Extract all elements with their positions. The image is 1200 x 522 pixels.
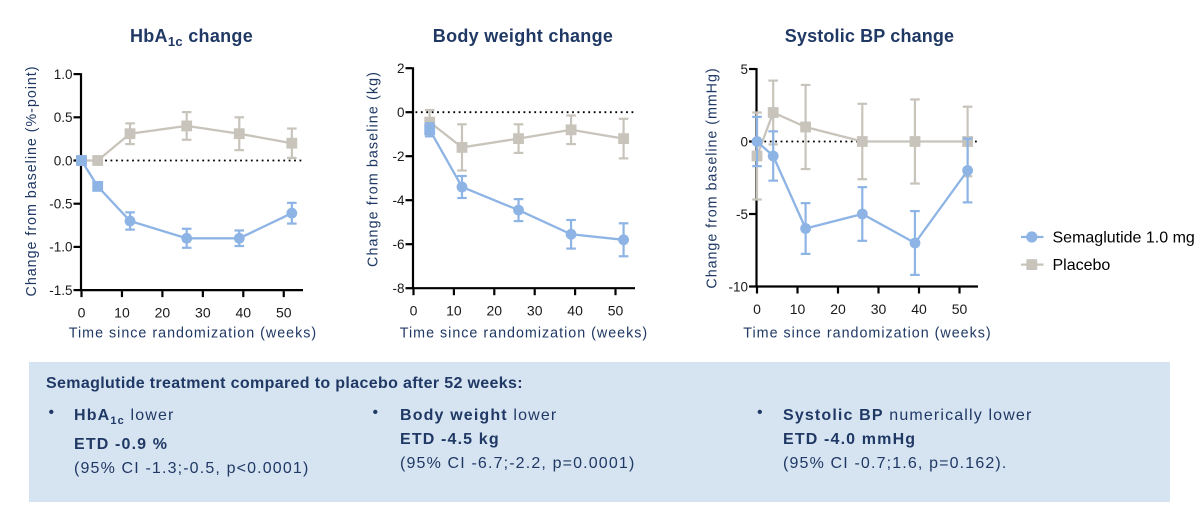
svg-text:50: 50 — [952, 301, 968, 317]
svg-text:10: 10 — [446, 303, 462, 319]
svg-text:50: 50 — [608, 303, 624, 319]
svg-text:20: 20 — [487, 303, 503, 319]
svg-text:0.5: 0.5 — [54, 110, 73, 125]
svg-text:0: 0 — [397, 105, 405, 120]
svg-text:20: 20 — [155, 305, 171, 321]
svg-text:-4: -4 — [392, 193, 404, 208]
svg-text:0: 0 — [740, 134, 748, 149]
svg-text:0: 0 — [410, 303, 418, 319]
svg-text:1.0: 1.0 — [54, 67, 73, 82]
svg-text:Body weight change: Body weight change — [433, 26, 613, 46]
svg-text:40: 40 — [911, 301, 927, 317]
svg-text:5: 5 — [740, 62, 748, 77]
svg-text:-6: -6 — [392, 237, 404, 252]
svg-text:Systolic BP change: Systolic BP change — [785, 26, 954, 46]
svg-text:Time since randomization (week: Time since randomization (weeks) — [69, 326, 317, 342]
svg-text:0.0: 0.0 — [54, 153, 73, 168]
svg-text:Change from baseline (kg): Change from baseline (kg) — [366, 71, 382, 267]
svg-text:10: 10 — [790, 301, 806, 317]
svg-text:-2: -2 — [392, 149, 404, 164]
svg-text:HbA1c change: HbA1c change — [130, 26, 253, 49]
svg-text:Placebo: Placebo — [1053, 257, 1111, 274]
svg-text:-8: -8 — [392, 281, 404, 296]
svg-text:-10: -10 — [728, 279, 748, 294]
svg-text:Change from baseline (%-point): Change from baseline (%-point) — [24, 66, 40, 297]
svg-text:Time since randomization (week: Time since randomization (weeks) — [743, 326, 991, 342]
svg-text:0: 0 — [78, 305, 86, 321]
svg-text:40: 40 — [567, 303, 583, 319]
svg-text:50: 50 — [276, 305, 292, 321]
svg-text:30: 30 — [871, 301, 887, 317]
svg-text:Semaglutide 1.0 mg: Semaglutide 1.0 mg — [1053, 230, 1195, 247]
svg-text:40: 40 — [236, 305, 252, 321]
svg-text:0: 0 — [753, 301, 761, 317]
svg-text:-5: -5 — [736, 207, 748, 222]
svg-text:-1.0: -1.0 — [49, 240, 72, 255]
svg-text:30: 30 — [195, 305, 211, 321]
svg-text:-0.5: -0.5 — [49, 197, 72, 212]
svg-text:2: 2 — [397, 61, 405, 76]
svg-text:Change from baseline (mmHg): Change from baseline (mmHg) — [705, 67, 721, 288]
svg-text:10: 10 — [114, 305, 130, 321]
svg-text:Time since randomization (week: Time since randomization (weeks) — [400, 326, 648, 342]
svg-text:20: 20 — [830, 301, 846, 317]
svg-text:-1.5: -1.5 — [49, 283, 72, 298]
svg-text:30: 30 — [527, 303, 543, 319]
